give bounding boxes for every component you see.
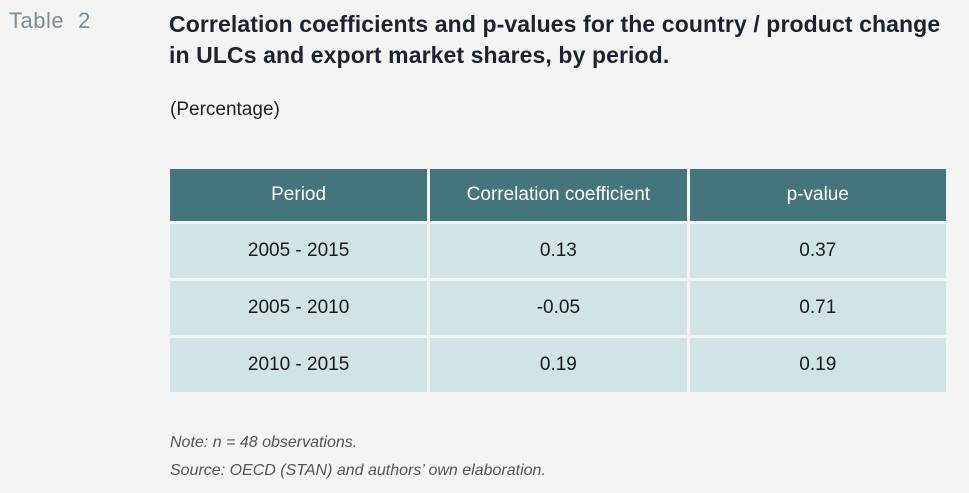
cell-period: 2005 - 2015 [170,224,428,278]
cell-correlation: 0.13 [430,224,687,278]
header-row: Period Correlation coefficient p-value [170,169,946,221]
table-label: Table 2 [9,8,91,34]
table-row: 2005 - 2015 0.13 0.37 [170,224,946,278]
cell-p-value: 0.71 [689,281,946,335]
table-subtitle: (Percentage) [170,99,280,120]
cell-p-value: 0.19 [689,338,946,392]
table-row: 2005 - 2010 -0.05 0.71 [170,281,946,335]
table-row: 2010 - 2015 0.19 0.19 [170,338,946,392]
table-notes: Note: n = 48 observations. Source: OECD … [170,429,546,485]
table-label-number: 2 [78,8,91,33]
cell-p-value: 0.37 [689,224,946,278]
table-label-word: Table [9,8,65,33]
header-cell-p-value: p-value [689,169,946,221]
source-text: Source: OECD (STAN) and authors’ own ela… [170,462,546,479]
cell-period: 2005 - 2010 [170,281,428,335]
cell-correlation: -0.05 [430,281,687,335]
header-cell-period: Period [170,169,428,221]
table-title: Correlation coefficients and p-values fo… [169,11,941,68]
data-table: Period Correlation coefficient p-value 2… [167,166,949,395]
header-cell-correlation: Correlation coefficient [430,169,687,221]
cell-correlation: 0.19 [430,338,687,392]
note-text: Note: n = 48 observations. [170,434,358,451]
cell-period: 2010 - 2015 [170,338,428,392]
